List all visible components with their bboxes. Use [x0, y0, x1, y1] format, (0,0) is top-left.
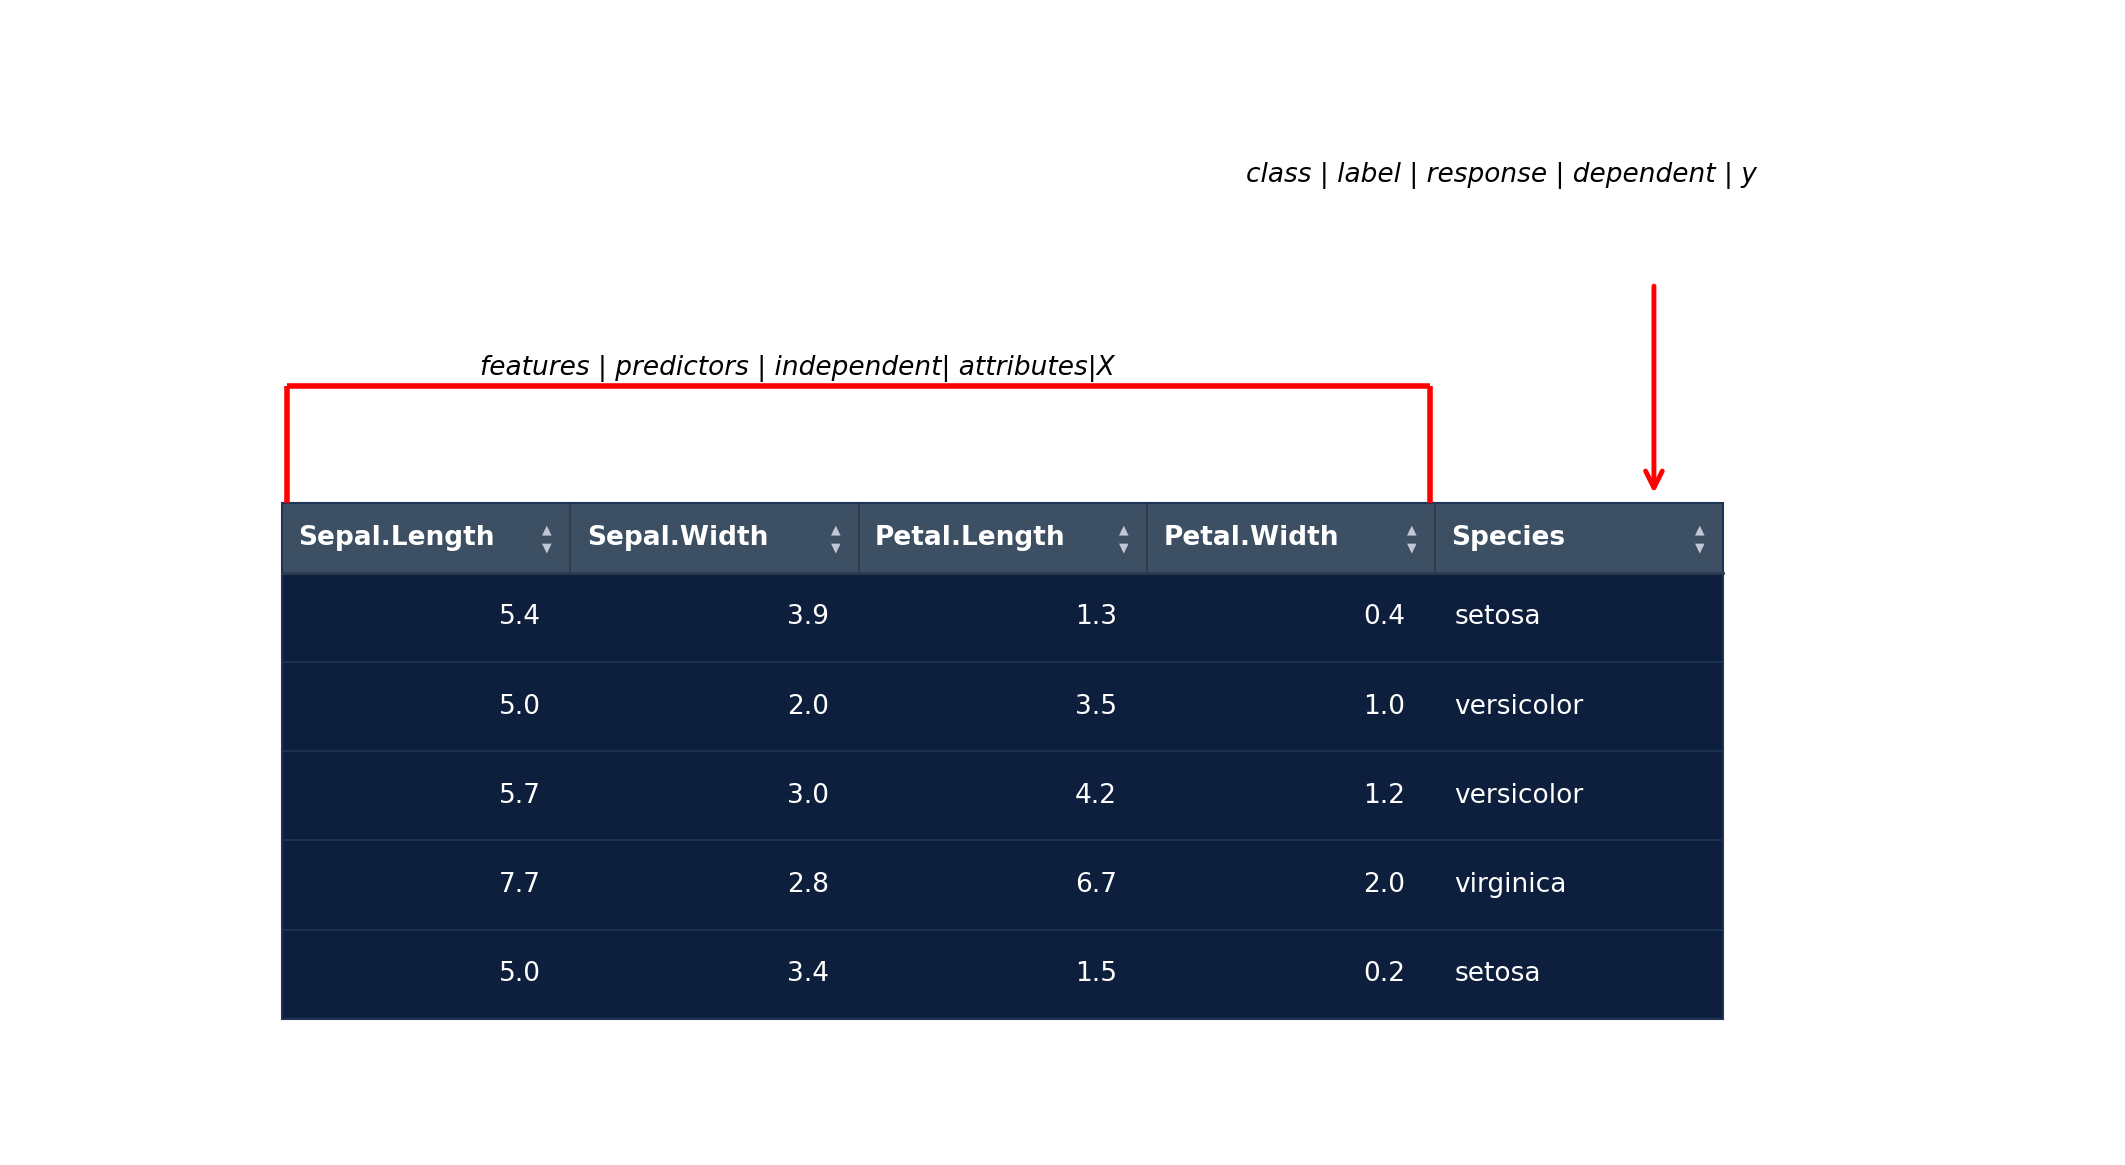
Text: 0.2: 0.2: [1364, 961, 1405, 987]
FancyBboxPatch shape: [283, 840, 570, 930]
Text: ▼: ▼: [831, 542, 839, 555]
Text: versicolor: versicolor: [1456, 693, 1583, 720]
FancyBboxPatch shape: [1434, 840, 1723, 930]
Text: ▼: ▼: [542, 542, 552, 555]
Text: features | predictors | independent| attributes|X: features | predictors | independent| att…: [480, 355, 1114, 382]
FancyBboxPatch shape: [1434, 503, 1723, 573]
Text: Sepal.Length: Sepal.Length: [298, 525, 495, 551]
Text: 0.4: 0.4: [1364, 605, 1405, 630]
FancyBboxPatch shape: [570, 503, 858, 573]
Text: ▼: ▼: [1120, 542, 1128, 555]
Text: 6.7: 6.7: [1075, 873, 1118, 898]
FancyBboxPatch shape: [1148, 662, 1434, 751]
Text: ▲: ▲: [1407, 523, 1417, 536]
Text: 3.0: 3.0: [786, 783, 829, 809]
Text: 5.4: 5.4: [499, 605, 540, 630]
Text: Petal.Length: Petal.Length: [876, 525, 1065, 551]
Text: ▲: ▲: [542, 523, 552, 536]
Text: 4.2: 4.2: [1075, 783, 1118, 809]
Text: 5.7: 5.7: [499, 783, 540, 809]
Text: 3.4: 3.4: [786, 961, 829, 987]
Text: virginica: virginica: [1456, 873, 1566, 898]
Text: ▲: ▲: [1696, 523, 1704, 536]
Text: ▼: ▼: [1407, 542, 1417, 555]
FancyBboxPatch shape: [570, 662, 858, 751]
Text: 7.7: 7.7: [499, 873, 540, 898]
Text: class | label | response | dependent | y: class | label | response | dependent | y: [1245, 162, 1757, 189]
Text: 1.3: 1.3: [1075, 605, 1118, 630]
FancyBboxPatch shape: [283, 662, 570, 751]
Text: ▼: ▼: [1696, 542, 1704, 555]
Text: ▲: ▲: [1120, 523, 1128, 536]
FancyBboxPatch shape: [1148, 503, 1434, 573]
FancyBboxPatch shape: [858, 662, 1148, 751]
FancyBboxPatch shape: [858, 751, 1148, 840]
Text: 2.0: 2.0: [786, 693, 829, 720]
FancyBboxPatch shape: [858, 930, 1148, 1019]
FancyBboxPatch shape: [1434, 662, 1723, 751]
FancyBboxPatch shape: [858, 503, 1148, 573]
FancyBboxPatch shape: [570, 930, 858, 1019]
Text: 1.5: 1.5: [1075, 961, 1118, 987]
FancyBboxPatch shape: [283, 930, 570, 1019]
FancyBboxPatch shape: [283, 751, 570, 840]
Text: 2.8: 2.8: [786, 873, 829, 898]
Text: 3.9: 3.9: [786, 605, 829, 630]
Text: 1.2: 1.2: [1364, 783, 1405, 809]
FancyBboxPatch shape: [1148, 573, 1434, 662]
FancyBboxPatch shape: [1148, 751, 1434, 840]
Text: 2.0: 2.0: [1364, 873, 1405, 898]
Text: ▲: ▲: [831, 523, 839, 536]
FancyBboxPatch shape: [283, 503, 570, 573]
FancyBboxPatch shape: [1434, 573, 1723, 662]
FancyBboxPatch shape: [570, 840, 858, 930]
Text: Petal.Width: Petal.Width: [1162, 525, 1339, 551]
FancyBboxPatch shape: [570, 751, 858, 840]
FancyBboxPatch shape: [1434, 751, 1723, 840]
FancyBboxPatch shape: [1434, 930, 1723, 1019]
FancyBboxPatch shape: [283, 573, 570, 662]
Text: Species: Species: [1451, 525, 1566, 551]
Text: 5.0: 5.0: [499, 961, 540, 987]
Text: 1.0: 1.0: [1364, 693, 1405, 720]
Text: Sepal.Width: Sepal.Width: [586, 525, 767, 551]
FancyBboxPatch shape: [1148, 930, 1434, 1019]
FancyBboxPatch shape: [858, 573, 1148, 662]
Text: 5.0: 5.0: [499, 693, 540, 720]
Text: setosa: setosa: [1456, 961, 1541, 987]
Text: setosa: setosa: [1456, 605, 1541, 630]
FancyBboxPatch shape: [858, 840, 1148, 930]
FancyBboxPatch shape: [570, 573, 858, 662]
Text: 3.5: 3.5: [1075, 693, 1118, 720]
FancyBboxPatch shape: [1148, 840, 1434, 930]
Text: versicolor: versicolor: [1456, 783, 1583, 809]
